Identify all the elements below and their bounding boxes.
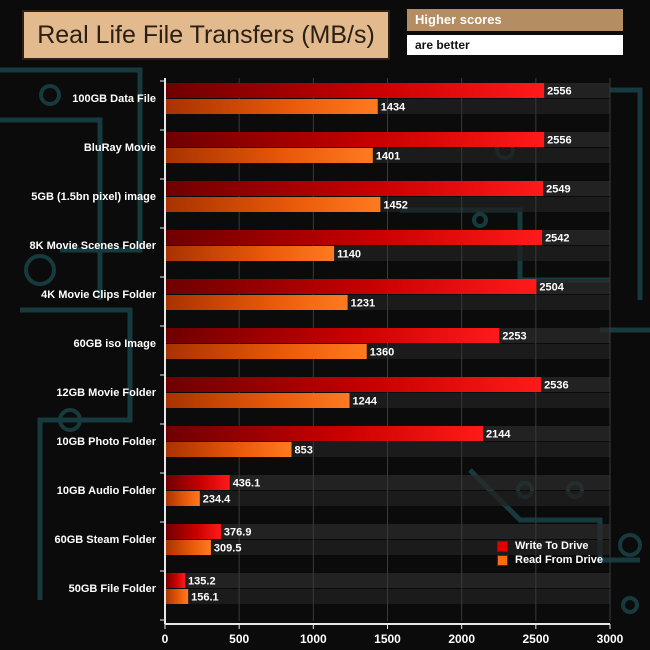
- x-tick-label: 2500: [522, 632, 549, 646]
- category-label: 10GB Photo Folder: [56, 436, 156, 448]
- data-label-write: 2504: [539, 282, 564, 294]
- data-label-read: 1140: [337, 249, 361, 261]
- x-tick-label: 500: [229, 632, 249, 646]
- data-label-read: 1434: [381, 102, 406, 114]
- category-label: 60GB Steam Folder: [55, 534, 157, 546]
- bar-read: [165, 442, 292, 457]
- data-label-write: 376.9: [224, 527, 252, 539]
- bar-read: [165, 540, 211, 555]
- category-label: 60GB iso Image: [73, 338, 156, 350]
- circuit-node: [39, 84, 61, 106]
- circuit-trace: [610, 87, 643, 300]
- axes-layer: 0 500 1000 1500 2000 2500 3000: [160, 78, 624, 646]
- category-label: 100GB Data File: [72, 93, 156, 105]
- legend-item-read: Read From Drive: [497, 553, 603, 567]
- data-label-write: 2542: [545, 233, 569, 245]
- legend-swatch-write: [497, 540, 508, 552]
- bar-write: [165, 230, 543, 245]
- bar-read: [165, 393, 350, 408]
- circuit-trace: [0, 117, 103, 300]
- x-tick-label: 2000: [448, 632, 475, 646]
- chart-title: Real Life File Transfers (MB/s): [22, 10, 390, 60]
- data-label-read: 853: [295, 445, 313, 457]
- circuit-trace: [20, 307, 133, 600]
- legend-label-write: Write To Drive: [515, 540, 589, 552]
- bar-write: [165, 573, 186, 588]
- data-label-write: 2253: [502, 331, 526, 343]
- are-better-note: are better: [407, 35, 623, 55]
- bar-read: [165, 491, 200, 506]
- category-label: 4K Movie Clips Folder: [41, 289, 157, 301]
- category-label: BluRay Movie: [84, 142, 156, 154]
- category-label: 10GB Audio Folder: [57, 485, 157, 497]
- data-label-read: 1231: [351, 298, 375, 310]
- data-label-read: 1452: [383, 200, 407, 212]
- legend-swatch-read: [497, 554, 508, 566]
- legend-label-read: Read From Drive: [515, 554, 604, 566]
- circuit-node: [472, 212, 488, 228]
- bar-read: [165, 99, 378, 114]
- higher-scores-note: Higher scores: [407, 9, 623, 31]
- bar-read: [165, 295, 348, 310]
- data-label-write: 2549: [546, 184, 570, 196]
- bars-layer: 2556 1434 100GB Data File 2556 1401 BluRay Mo…: [29, 83, 572, 604]
- bar-write: [165, 426, 484, 441]
- circuit-node: [24, 254, 56, 286]
- legend-item-write: Write To Drive: [497, 539, 603, 553]
- bar-write: [165, 83, 545, 98]
- bar-read: [165, 344, 367, 359]
- bar-write: [165, 132, 545, 147]
- circuit-node: [618, 533, 642, 557]
- data-label-write: 2536: [544, 380, 568, 392]
- bar-read: [165, 148, 373, 163]
- data-label-read: 1360: [370, 347, 394, 359]
- data-label-read: 156.1: [191, 592, 219, 604]
- data-label-write: 436.1: [233, 478, 261, 490]
- legend: Write To Drive Read From Drive: [497, 539, 603, 567]
- data-label-read: 309.5: [214, 543, 242, 555]
- bar-write: [165, 181, 544, 196]
- x-tick-label: 1000: [300, 632, 327, 646]
- x-tick-label: 0: [162, 632, 169, 646]
- bar-write: [165, 328, 500, 343]
- bar-write: [165, 377, 542, 392]
- circuit-node: [621, 596, 639, 614]
- category-label: 12GB Movie Folder: [56, 387, 156, 399]
- data-label-read: 1244: [353, 396, 378, 408]
- category-label: 8K Movie Scenes Folder: [29, 240, 156, 252]
- bar-read: [165, 197, 381, 212]
- x-tick-label: 1500: [374, 632, 401, 646]
- bar-write: [165, 475, 230, 490]
- x-tick-label: 3000: [597, 632, 624, 646]
- data-label-write: 135.2: [188, 576, 216, 588]
- data-label-write: 2556: [547, 86, 571, 98]
- bar-write: [165, 524, 221, 539]
- bar-read: [165, 589, 189, 604]
- circuit-node: [58, 408, 82, 432]
- category-label: 50GB File Folder: [69, 583, 157, 595]
- category-label: 5GB (1.5bn pixel) image: [31, 191, 156, 203]
- data-label-write: 2144: [486, 429, 511, 441]
- data-label-read: 1401: [376, 151, 400, 163]
- data-label-read: 234.4: [203, 494, 231, 506]
- bar-read: [165, 246, 335, 261]
- bar-write: [165, 279, 537, 294]
- data-label-write: 2556: [547, 135, 571, 147]
